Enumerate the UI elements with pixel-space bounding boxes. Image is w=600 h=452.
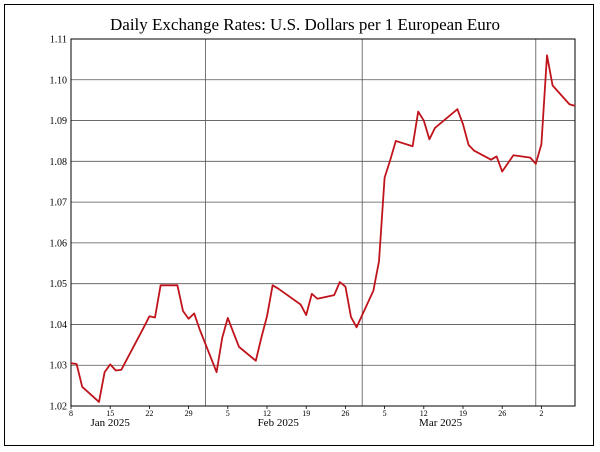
- y-tick-label: 1.03: [50, 361, 68, 372]
- x-tick-label: 26: [341, 409, 349, 418]
- grid-layer: [71, 39, 575, 406]
- y-tick-label: 1.07: [50, 198, 68, 209]
- x-tick-label: 19: [302, 409, 310, 418]
- x-tick-label: 12: [420, 409, 428, 418]
- month-label: Feb 2025: [258, 417, 300, 429]
- series-line: [70, 54, 576, 403]
- y-tick-label: 1.09: [50, 116, 68, 127]
- month-label: Mar 2025: [419, 417, 463, 429]
- x-tick-label: 5: [226, 409, 230, 418]
- y-tick-label: 1.02: [50, 402, 68, 413]
- y-tick-label: 1.05: [50, 279, 68, 290]
- x-tick-label: 5: [383, 409, 387, 418]
- x-tick-label: 26: [498, 409, 506, 418]
- plot-border: [70, 38, 576, 407]
- x-tick-label: 22: [145, 409, 153, 418]
- chart-frame: Daily Exchange Rates: U.S. Dollars per 1…: [4, 4, 594, 446]
- axis-layer: 1.02 1.03 1.04 1.05 1.06 1.07 1.08 1.09 1.10 1.11…: [50, 35, 576, 429]
- line-layer: [70, 54, 576, 403]
- x-tick-label: 8: [69, 409, 73, 418]
- x-tick-label: 15: [106, 409, 114, 418]
- y-tick-label: 1.10: [50, 75, 68, 86]
- chart-title: Daily Exchange Rates: U.S. Dollars per 1…: [110, 15, 500, 34]
- month-label: Jan 2025: [90, 417, 130, 429]
- x-tick-label: 12: [263, 409, 271, 418]
- y-tick-label: 1.08: [50, 157, 68, 168]
- y-tick-label: 1.06: [50, 238, 68, 249]
- y-tick-label: 1.04: [50, 320, 68, 331]
- x-tick-label: 29: [185, 409, 193, 418]
- exchange-rate-chart: Daily Exchange Rates: U.S. Dollars per 1…: [50, 15, 576, 429]
- y-tick-label: 1.11: [50, 35, 67, 46]
- x-tick-label: 19: [459, 409, 467, 418]
- x-tick-label: 2: [539, 409, 543, 418]
